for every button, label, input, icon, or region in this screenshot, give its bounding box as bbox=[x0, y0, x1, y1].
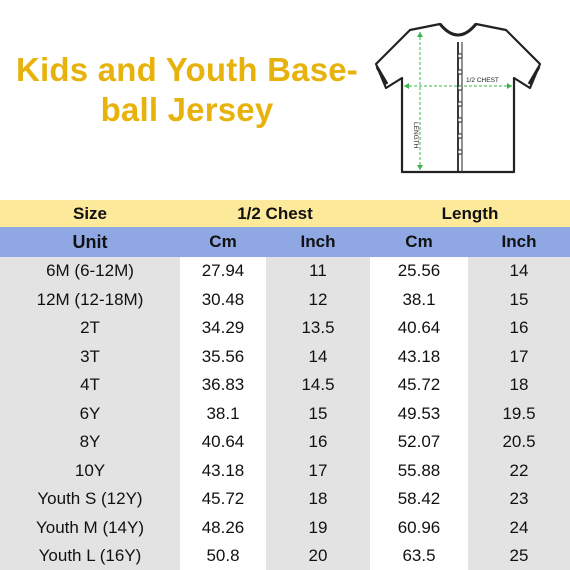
chest-inch-cell: 12 bbox=[266, 285, 370, 314]
length-cm-cell: 63.5 bbox=[370, 542, 468, 570]
length-cm-cell: 58.42 bbox=[370, 485, 468, 514]
chest-inch-cell: 18 bbox=[266, 485, 370, 514]
chest-cm-cell: 30.48 bbox=[180, 285, 266, 314]
page-title: Kids and Youth Base- ball Jersey bbox=[12, 50, 362, 130]
table-row: Youth L (16Y) 50.8 20 63.5 25 bbox=[0, 542, 570, 570]
size-cell: 10Y bbox=[0, 456, 180, 485]
length-cm-cell: 25.56 bbox=[370, 257, 468, 286]
table-row: Youth S (12Y) 45.72 18 58.42 23 bbox=[0, 485, 570, 514]
length-inch-cell: 25 bbox=[468, 542, 570, 570]
chest-cm-cell: 43.18 bbox=[180, 456, 266, 485]
chest-inch-cell: 11 bbox=[266, 257, 370, 286]
length-cm-cell: 43.18 bbox=[370, 342, 468, 371]
length-inch-cell: 16 bbox=[468, 314, 570, 343]
table-row: 10Y 43.18 17 55.88 22 bbox=[0, 456, 570, 485]
chest-inch-cell: 20 bbox=[266, 542, 370, 570]
chest-inch-cell: 14.5 bbox=[266, 371, 370, 400]
table-row: 4T 36.83 14.5 45.72 18 bbox=[0, 371, 570, 400]
length-inch-cell: 18 bbox=[468, 371, 570, 400]
unit-chest-inch: Inch bbox=[300, 232, 336, 251]
chest-header: 1/2 Chest bbox=[237, 203, 313, 223]
size-cell: 2T bbox=[0, 314, 180, 343]
length-cm-cell: 40.64 bbox=[370, 314, 468, 343]
unit-length-cm: Cm bbox=[405, 232, 433, 251]
chest-cm-cell: 45.72 bbox=[180, 485, 266, 514]
size-chart-table: Size 1/2 Chest Length Unit Cm Inch Cm In… bbox=[0, 200, 570, 570]
jersey-buttons bbox=[457, 53, 463, 155]
table-header-size-row: Size 1/2 Chest Length bbox=[0, 200, 570, 227]
chest-inch-cell: 16 bbox=[266, 428, 370, 457]
chest-cm-cell: 35.56 bbox=[180, 342, 266, 371]
table-row: Youth M (14Y) 48.26 19 60.96 24 bbox=[0, 513, 570, 542]
length-inch-cell: 19.5 bbox=[468, 399, 570, 428]
chest-cm-cell: 40.64 bbox=[180, 428, 266, 457]
unit-header: Unit bbox=[72, 231, 108, 252]
jersey-diagram: 1/2 CHEST LENGTH bbox=[374, 22, 542, 174]
size-cell: 12M (12-18M) bbox=[0, 285, 180, 314]
length-cm-cell: 49.53 bbox=[370, 399, 468, 428]
size-cell: Youth S (12Y) bbox=[0, 485, 180, 514]
chest-cm-cell: 50.8 bbox=[180, 542, 266, 570]
length-header: Length bbox=[441, 203, 499, 223]
length-cm-cell: 55.88 bbox=[370, 456, 468, 485]
chest-cm-cell: 27.94 bbox=[180, 257, 266, 286]
table-row: 12M (12-18M) 30.48 12 38.1 15 bbox=[0, 285, 570, 314]
chest-inch-cell: 17 bbox=[266, 456, 370, 485]
table-row: 3T 35.56 14 43.18 17 bbox=[0, 342, 570, 371]
length-inch-cell: 14 bbox=[468, 257, 570, 286]
length-inch-cell: 20.5 bbox=[468, 428, 570, 457]
size-cell: Youth M (14Y) bbox=[0, 513, 180, 542]
table-header-unit-row: Unit Cm Inch Cm Inch bbox=[0, 227, 570, 257]
length-cm-cell: 60.96 bbox=[370, 513, 468, 542]
chest-cm-cell: 36.83 bbox=[180, 371, 266, 400]
length-inch-cell: 22 bbox=[468, 456, 570, 485]
chest-cm-cell: 48.26 bbox=[180, 513, 266, 542]
length-inch-cell: 17 bbox=[468, 342, 570, 371]
unit-length-inch: Inch bbox=[501, 232, 537, 251]
title-line-1: Kids and Youth Base- bbox=[16, 51, 358, 88]
size-cell: 6Y bbox=[0, 399, 180, 428]
table-row: 8Y 40.64 16 52.07 20.5 bbox=[0, 428, 570, 457]
chest-guide-label: 1/2 CHEST bbox=[466, 77, 499, 84]
length-cm-cell: 45.72 bbox=[370, 371, 468, 400]
title-line-2: ball Jersey bbox=[100, 91, 274, 128]
length-cm-cell: 52.07 bbox=[370, 428, 468, 457]
header: Kids and Youth Base- ball Jersey 1/2 CHE… bbox=[0, 0, 570, 200]
table-row: 6M (6-12M) 27.94 11 25.56 14 bbox=[0, 257, 570, 286]
chest-cm-cell: 34.29 bbox=[180, 314, 266, 343]
length-inch-cell: 24 bbox=[468, 513, 570, 542]
size-cell: 3T bbox=[0, 342, 180, 371]
table-row: 2T 34.29 13.5 40.64 16 bbox=[0, 314, 570, 343]
length-inch-cell: 15 bbox=[468, 285, 570, 314]
size-cell: 4T bbox=[0, 371, 180, 400]
chest-inch-cell: 14 bbox=[266, 342, 370, 371]
length-guide-label: LENGTH bbox=[412, 122, 419, 149]
size-cell: 8Y bbox=[0, 428, 180, 457]
chest-inch-cell: 13.5 bbox=[266, 314, 370, 343]
size-cell: 6M (6-12M) bbox=[0, 257, 180, 286]
chest-inch-cell: 19 bbox=[266, 513, 370, 542]
size-header: Size bbox=[72, 203, 108, 223]
chest-inch-cell: 15 bbox=[266, 399, 370, 428]
size-cell: Youth L (16Y) bbox=[0, 542, 180, 570]
chest-cm-cell: 38.1 bbox=[180, 399, 266, 428]
unit-chest-cm: Cm bbox=[209, 232, 237, 251]
length-cm-cell: 38.1 bbox=[370, 285, 468, 314]
table-row: 6Y 38.1 15 49.53 19.5 bbox=[0, 399, 570, 428]
length-inch-cell: 23 bbox=[468, 485, 570, 514]
